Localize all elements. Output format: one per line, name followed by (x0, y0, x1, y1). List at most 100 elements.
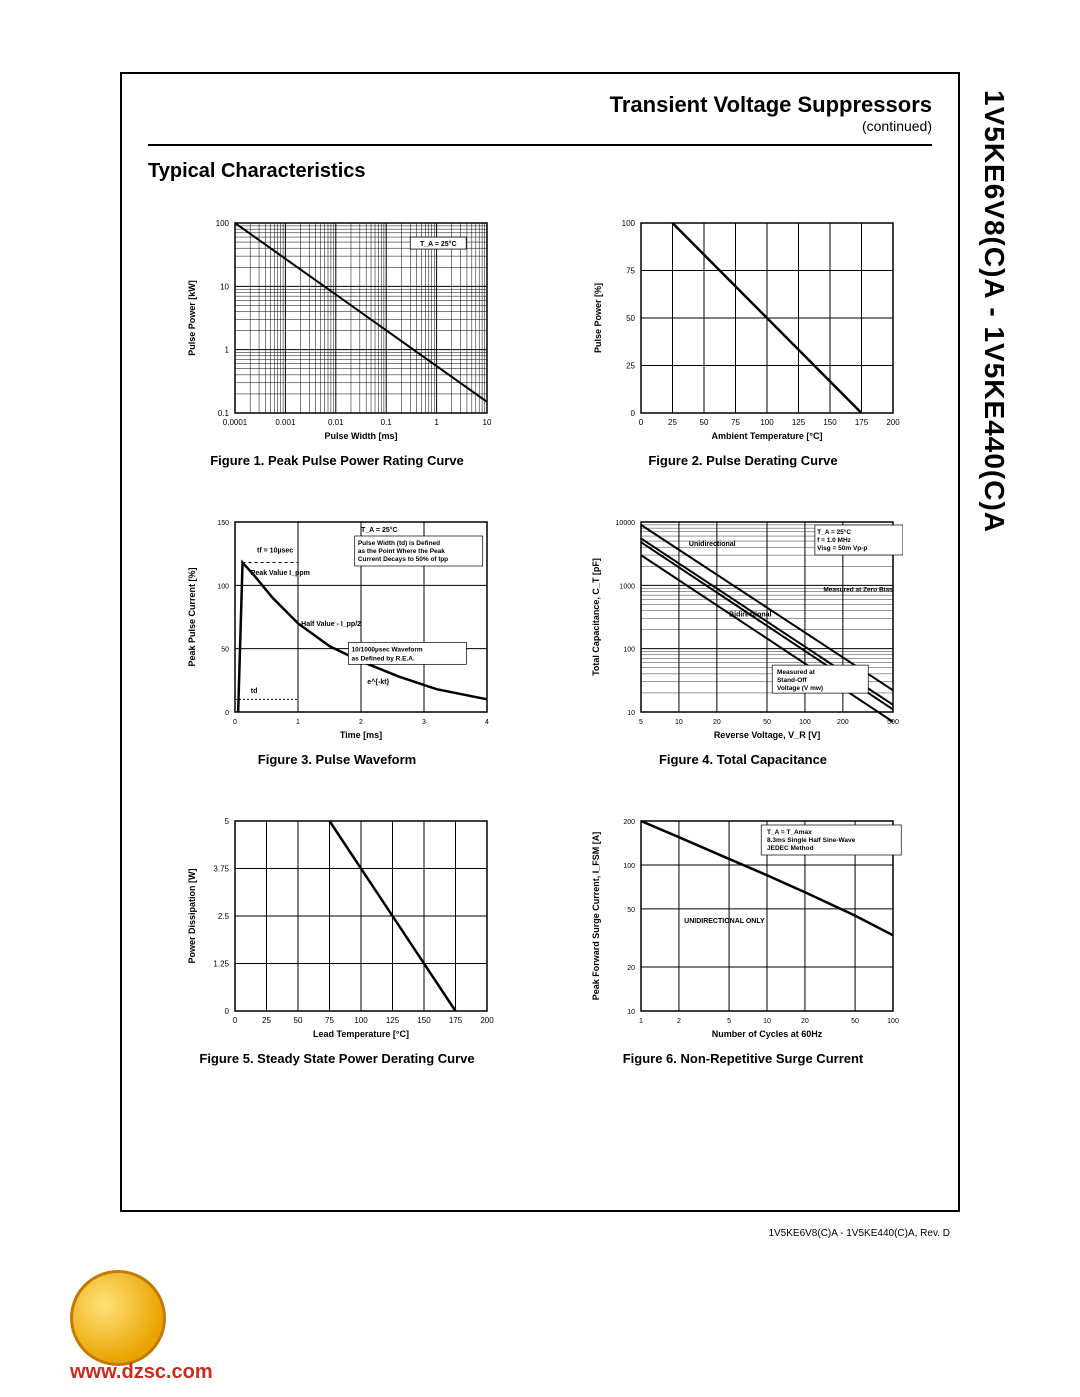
svg-text:Pulse Power [%]: Pulse Power [%] (593, 283, 603, 353)
svg-text:25: 25 (668, 418, 677, 427)
chart-1-caption: Figure 1. Peak Pulse Power Rating Curve (210, 453, 464, 468)
chart-6-caption: Figure 6. Non-Repetitive Surge Current (623, 1051, 864, 1066)
svg-text:0.1: 0.1 (218, 409, 230, 418)
svg-text:175: 175 (855, 418, 869, 427)
chart-2-caption: Figure 2. Pulse Derating Curve (648, 453, 837, 468)
svg-text:100: 100 (216, 219, 230, 228)
charts-grid: 0.00010.0010.010.11100.1110100Pulse Widt… (148, 213, 932, 1066)
svg-text:200: 200 (886, 418, 900, 427)
svg-text:Unidirectional: Unidirectional (689, 541, 736, 548)
svg-text:200: 200 (623, 819, 635, 826)
svg-text:Measured at: Measured at (777, 669, 816, 676)
svg-text:0: 0 (639, 418, 644, 427)
svg-text:150: 150 (417, 1016, 431, 1025)
svg-text:175: 175 (449, 1016, 463, 1025)
svg-text:Half Value - I_pp/2: Half Value - I_pp/2 (301, 621, 361, 628)
svg-text:Measured at Zero Bias: Measured at Zero Bias (823, 586, 893, 593)
watermark-url: www.dzsc.com (70, 1361, 213, 1384)
chart-4-caption: Figure 4. Total Capacitance (659, 752, 827, 767)
svg-text:0.1: 0.1 (381, 418, 393, 427)
chart-2: 02550751001251501752000255075100Ambient … (560, 213, 926, 468)
svg-text:100: 100 (622, 219, 636, 228)
svg-text:Peak Value I_ppm: Peak Value I_ppm (251, 570, 310, 577)
svg-text:2.5: 2.5 (218, 912, 230, 921)
svg-text:125: 125 (386, 1016, 400, 1025)
svg-text:T_A = 25°C: T_A = 25°C (420, 240, 457, 248)
svg-text:75: 75 (626, 267, 635, 276)
svg-text:Stand-Off: Stand-Off (777, 677, 807, 684)
svg-text:e^{-kt}: e^{-kt} (367, 678, 389, 686)
svg-text:T_A = T_Amax: T_A = T_Amax (767, 829, 812, 836)
svg-text:Voltage (V mw): Voltage (V mw) (777, 685, 823, 692)
svg-text:25: 25 (626, 362, 635, 371)
svg-text:Pulse Width [ms]: Pulse Width [ms] (325, 431, 398, 441)
svg-text:Visg = 50m Vp-p: Visg = 50m Vp-p (817, 545, 867, 552)
svg-text:Number of Cycles at 60Hz: Number of Cycles at 60Hz (712, 1029, 823, 1039)
svg-text:50: 50 (763, 719, 771, 726)
svg-text:50: 50 (294, 1016, 303, 1025)
svg-text:0.001: 0.001 (275, 418, 296, 427)
chart-5-caption: Figure 5. Steady State Power Derating Cu… (199, 1051, 474, 1066)
svg-text:0: 0 (233, 1016, 238, 1025)
svg-text:100: 100 (623, 647, 635, 654)
svg-text:as Defined by R.E.A.: as Defined by R.E.A. (352, 655, 415, 662)
svg-text:20: 20 (713, 719, 721, 726)
svg-text:UNIDIRECTIONAL ONLY: UNIDIRECTIONAL ONLY (684, 918, 765, 925)
svg-text:5: 5 (225, 817, 230, 826)
svg-text:Bidirectional: Bidirectional (729, 612, 771, 619)
svg-text:Time [ms]: Time [ms] (340, 730, 382, 740)
svg-text:10000: 10000 (616, 520, 636, 527)
svg-text:200: 200 (480, 1016, 494, 1025)
svg-text:1: 1 (434, 418, 439, 427)
svg-text:2: 2 (359, 719, 363, 726)
part-number-vertical: 1V5KE6V8(C)A - 1V5KE440(C)A (970, 90, 1010, 590)
chart-4: 510205010020050010100100010000Reverse Vo… (560, 512, 926, 767)
svg-text:100: 100 (354, 1016, 368, 1025)
svg-text:Power Dissipation [W]: Power Dissipation [W] (187, 868, 197, 963)
svg-text:f = 1.0 MHz: f = 1.0 MHz (817, 537, 852, 544)
page-header: Transient Voltage Suppressors (continued… (148, 92, 932, 146)
footer-revision: 1V5KE6V8(C)A - 1V5KE440(C)A, Rev. D (768, 1228, 950, 1239)
svg-text:20: 20 (801, 1018, 809, 1025)
watermark-logo: www.dzsc.com (70, 1270, 166, 1366)
svg-text:T_A = 25°C: T_A = 25°C (361, 526, 398, 534)
svg-text:0: 0 (233, 719, 237, 726)
svg-text:Peak Forward Surge Current, I_: Peak Forward Surge Current, I_FSM [A] (591, 832, 601, 1001)
svg-text:100: 100 (623, 863, 635, 870)
svg-text:75: 75 (731, 418, 740, 427)
svg-text:20: 20 (627, 965, 635, 972)
svg-text:tf = 10µsec: tf = 10µsec (257, 547, 293, 554)
svg-text:0: 0 (225, 1007, 230, 1016)
svg-text:10: 10 (220, 282, 229, 291)
svg-text:1: 1 (639, 1018, 643, 1025)
svg-text:4: 4 (485, 719, 489, 726)
svg-text:3.75: 3.75 (213, 865, 229, 874)
svg-text:Pulse Width (td) is Defined: Pulse Width (td) is Defined (358, 540, 440, 547)
svg-text:1000: 1000 (619, 583, 635, 590)
svg-text:0: 0 (631, 409, 636, 418)
svg-text:1.25: 1.25 (213, 960, 229, 969)
svg-text:Total Capacitance, C_T [pF]: Total Capacitance, C_T [pF] (591, 558, 601, 676)
svg-text:Ambient Temperature [°C]: Ambient Temperature [°C] (712, 431, 823, 441)
svg-text:1: 1 (296, 719, 300, 726)
svg-text:5: 5 (727, 1018, 731, 1025)
svg-text:10: 10 (675, 719, 683, 726)
doc-subtitle: (continued) (148, 118, 932, 134)
svg-text:2: 2 (677, 1018, 681, 1025)
svg-text:75: 75 (325, 1016, 334, 1025)
svg-text:td: td (251, 688, 258, 695)
svg-text:150: 150 (217, 520, 229, 527)
svg-text:100: 100 (760, 418, 774, 427)
chart-3: 01234050100150Time [ms]Peak Pulse Curren… (154, 512, 520, 767)
svg-text:JEDEC Method: JEDEC Method (767, 845, 814, 852)
svg-text:0.01: 0.01 (328, 418, 344, 427)
svg-text:T_A = 25°C: T_A = 25°C (817, 528, 851, 536)
svg-text:150: 150 (823, 418, 837, 427)
svg-text:8.3ms Single Half Sine-Wave: 8.3ms Single Half Sine-Wave (767, 837, 856, 844)
page-frame: Transient Voltage Suppressors (continued… (120, 72, 960, 1212)
section-title: Typical Characteristics (148, 160, 932, 183)
svg-text:0.0001: 0.0001 (223, 418, 248, 427)
doc-title: Transient Voltage Suppressors (148, 92, 932, 118)
svg-text:0: 0 (225, 710, 229, 717)
svg-text:100: 100 (217, 583, 229, 590)
